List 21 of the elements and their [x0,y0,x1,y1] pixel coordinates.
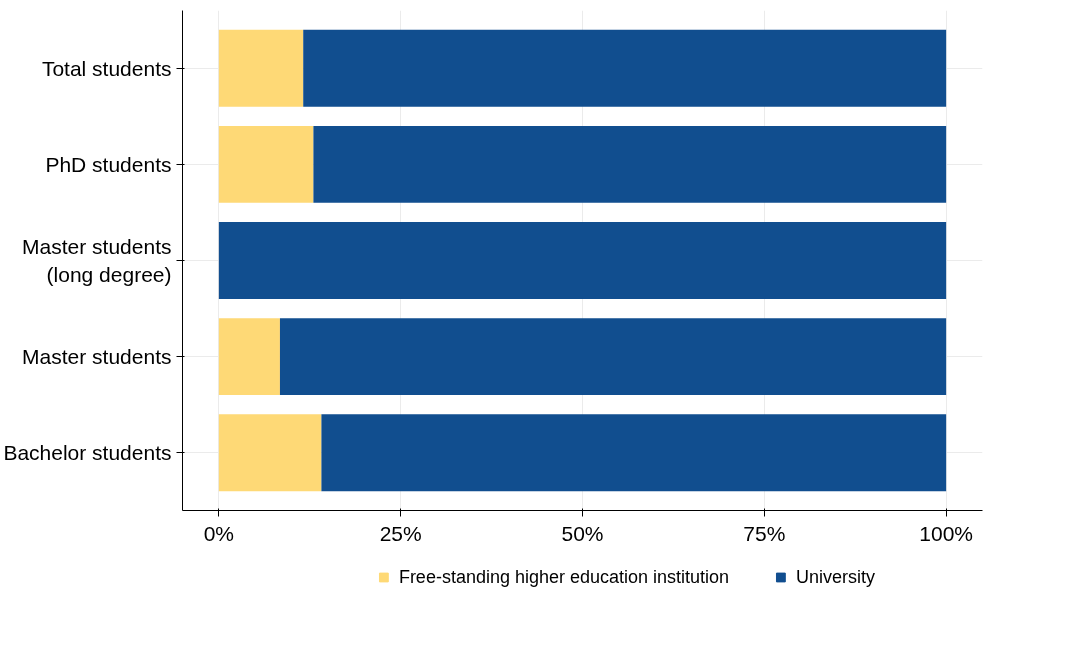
bar [321,414,947,492]
bar [218,318,280,396]
x-tick-label: 75% [743,521,786,545]
x-tick-label: 0% [203,521,235,545]
bar [218,125,314,203]
x-tick-label: 25% [379,521,422,545]
bar [313,125,947,203]
bar [218,29,304,107]
bar [303,29,947,107]
x-tick-label: 50% [561,521,604,545]
legend-label: University [796,566,876,588]
y-tick-label: Total students [41,56,172,80]
x-tick-label: 100% [919,521,973,545]
legend-label: Free-standing higher education institution [398,566,730,588]
y-tick-label: PhD students [45,152,172,176]
y-tick-label: Master students [22,345,172,369]
y-tick-label: Bachelor students [3,441,172,465]
y-tick-label: Master students (long degree) [22,235,172,286]
bar [218,222,947,299]
bar [279,318,947,396]
bar [218,414,322,492]
